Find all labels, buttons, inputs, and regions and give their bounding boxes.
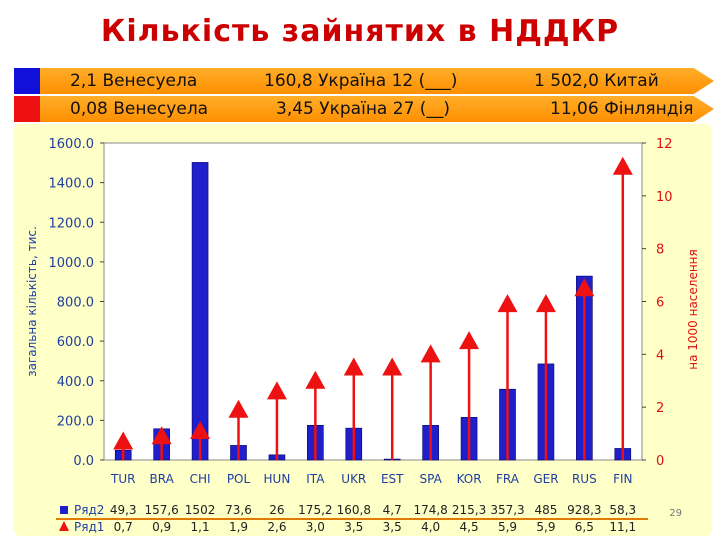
category-label: POL (227, 472, 251, 486)
marker-value-label: 5,9 (536, 520, 555, 534)
bar-value-label: 4,7 (383, 503, 402, 517)
triangle-marker (382, 357, 403, 376)
triangle-marker (228, 399, 249, 418)
marker-value-label: 0,9 (152, 520, 171, 534)
category-label: KOR (457, 472, 482, 486)
category-label: TUR (110, 472, 135, 486)
orange-arrow-band (40, 68, 714, 94)
legend-key-triangle (59, 521, 69, 531)
right-axis-tick-label: 12 (656, 137, 673, 152)
info-band-red: 0,08 Венесуела 3,45 Україна 27 (__) 11,0… (14, 96, 714, 122)
left-axis-tick-label: 1600.0 (49, 137, 95, 152)
left-axis-tick-label: 400.0 (57, 375, 94, 390)
category-label: HUN (264, 472, 291, 486)
category-label: FRA (496, 472, 520, 486)
triangle-marker (612, 156, 633, 175)
bar (191, 162, 209, 461)
category-label: SPA (419, 472, 442, 486)
triangle-marker (151, 426, 172, 445)
legend-label: Ряд1 (74, 520, 104, 534)
left-axis-tick-label: 1400.0 (49, 177, 95, 192)
marker-value-label: 0,7 (114, 520, 133, 534)
bar-value-label: 1502 (185, 503, 216, 517)
triangle-marker (305, 370, 326, 389)
triangle-marker (574, 278, 595, 297)
category-label: ITA (306, 472, 325, 486)
band-left-text: 0,08 Венесуела (70, 99, 209, 119)
right-axis-tick-label: 10 (656, 190, 673, 205)
red-square-marker (14, 96, 40, 122)
category-label: RUS (572, 472, 597, 486)
band-right-text: 11,06 Фінляндія (550, 99, 694, 119)
marker-value-label: 2,6 (267, 520, 286, 534)
slide-title: Кількість зайнятих в НДДКР (100, 14, 620, 49)
triangle-marker (497, 294, 518, 313)
category-label: EST (381, 472, 404, 486)
right-axis-tick-label: 0 (656, 454, 664, 469)
left-axis-tick-label: 200.0 (57, 414, 94, 429)
category-label: CHI (190, 472, 211, 486)
triangle-marker (113, 431, 134, 450)
triangle-marker (459, 331, 480, 350)
bar-value-label: 485 (534, 503, 557, 517)
bar-value-label: 49,3 (110, 503, 137, 517)
bar-value-label: 26 (269, 503, 284, 517)
triangle-marker (343, 357, 364, 376)
marker-value-label: 6,5 (575, 520, 594, 534)
orange-arrow-band (40, 96, 714, 122)
category-label: UKR (341, 472, 366, 486)
right-axis-tick-label: 2 (656, 401, 664, 416)
left-axis-tick-label: 800.0 (57, 296, 94, 311)
right-axis-tick-label: 6 (656, 296, 664, 311)
bar-value-label: 73,6 (225, 503, 252, 517)
bar-value-label: 58,3 (609, 503, 636, 517)
bar-value-label: 357,3 (490, 503, 524, 517)
category-label: GER (533, 472, 558, 486)
left-axis-tick-label: 600.0 (57, 335, 94, 350)
marker-value-label: 4,0 (421, 520, 440, 534)
legend-label: Ряд2 (74, 503, 104, 517)
left-axis-tick-label: 0.0 (73, 454, 94, 469)
right-axis-title: на 1000 населення (686, 249, 700, 370)
left-axis-title: загальна кількість, тис. (25, 226, 39, 377)
category-label: FIN (613, 472, 632, 486)
bar-value-label: 160,8 (337, 503, 371, 517)
category-label: BRA (149, 472, 174, 486)
marker-value-label: 3,5 (344, 520, 363, 534)
band-mid-text: 3,45 Україна 27 (__) (276, 99, 451, 119)
right-axis-tick-label: 4 (656, 348, 664, 363)
triangle-marker (190, 420, 211, 439)
triangle-marker (535, 294, 556, 313)
right-axis-tick-label: 8 (656, 243, 664, 258)
triangle-marker (420, 344, 441, 363)
marker-value-label: 3,5 (383, 520, 402, 534)
left-axis-tick-label: 1200.0 (49, 216, 95, 231)
band-mid-text: 160,8 Україна 12 (___) (264, 71, 458, 91)
bar-value-label: 175,2 (298, 503, 332, 517)
plot-area (103, 142, 643, 461)
legend-key-bar (60, 506, 68, 514)
left-axis-tick-label: 1000.0 (49, 256, 95, 271)
blue-square-marker (14, 68, 40, 94)
info-band-blue: 2,1 Венесуела 160,8 Україна 12 (___) 1 5… (14, 68, 714, 94)
bar-value-label: 174,8 (413, 503, 447, 517)
bar-value-label: 157,6 (144, 503, 178, 517)
bar-value-label: 928,3 (567, 503, 601, 517)
marker-value-label: 5,9 (498, 520, 517, 534)
bar-value-label: 215,3 (452, 503, 486, 517)
marker-value-label: 4,5 (460, 520, 479, 534)
marker-value-label: 3,0 (306, 520, 325, 534)
marker-value-label: 11,1 (609, 520, 636, 534)
marker-value-label: 1,1 (191, 520, 210, 534)
band-right-text: 1 502,0 Китай (534, 71, 659, 91)
triangle-marker (266, 381, 287, 400)
slide-number: 29 (669, 508, 682, 519)
band-left-text: 2,1 Венесуела (70, 71, 198, 91)
marker-value-label: 1,9 (229, 520, 248, 534)
